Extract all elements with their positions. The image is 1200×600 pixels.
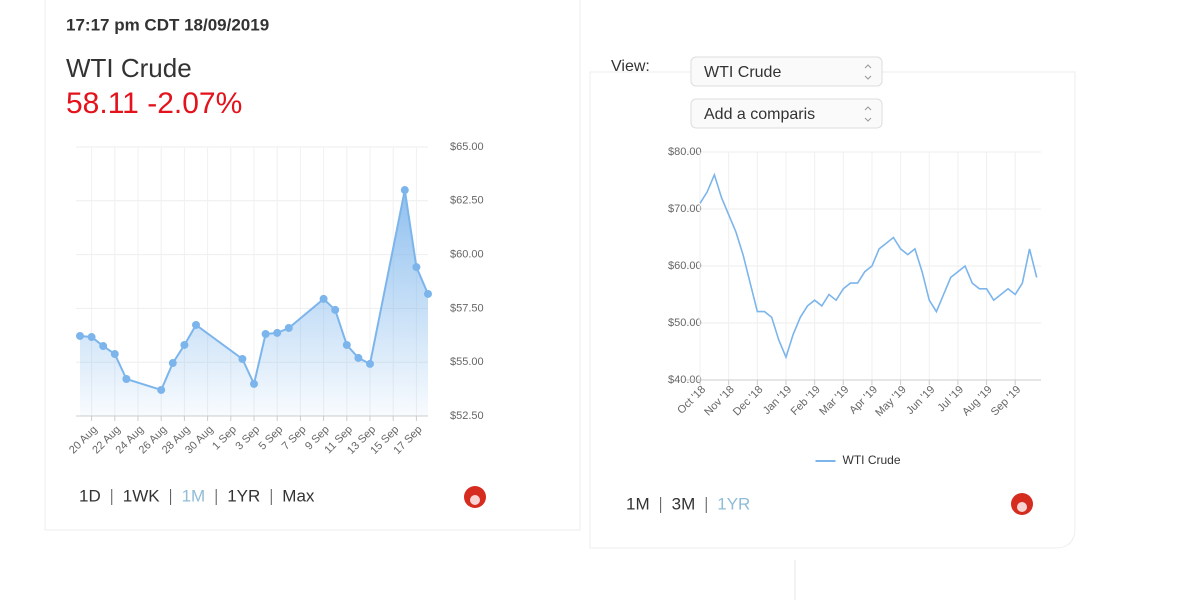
- y-tick-label: $52.50: [450, 410, 484, 422]
- compare-select[interactable]: Add a comparis: [690, 98, 883, 129]
- point: [76, 331, 84, 340]
- range-button[interactable]: 1D: [79, 486, 101, 505]
- legend-label: WTI Crude: [843, 453, 901, 467]
- area: [80, 190, 428, 416]
- point: [87, 333, 96, 342]
- point: [180, 340, 189, 349]
- change: -2.07%: [147, 87, 242, 120]
- point: [366, 359, 374, 368]
- y-tick-label: $80.00: [668, 146, 702, 158]
- point: [342, 340, 351, 349]
- logo[interactable]: [1011, 493, 1033, 515]
- point: [122, 374, 131, 383]
- point: [400, 186, 409, 195]
- y-tick-label: $60.00: [450, 249, 484, 261]
- y-tick-label: $40.00: [668, 374, 702, 386]
- range-buttons: 1D 1WK 1M 1YR Max: [79, 486, 315, 505]
- range-button[interactable]: 1M: [626, 494, 650, 513]
- line: [699, 172, 1038, 360]
- point: [99, 342, 108, 351]
- point: [331, 305, 340, 314]
- view-select[interactable]: WTI Crude: [690, 56, 883, 87]
- point: [110, 350, 119, 359]
- left-card: [44, 0, 581, 531]
- point: [192, 320, 200, 329]
- y-tick-label: $65.00: [450, 141, 484, 153]
- y-tick-label: $57.50: [450, 302, 484, 314]
- range-button[interactable]: 1YR: [717, 494, 750, 513]
- price: 58.11: [66, 87, 139, 120]
- point: [424, 289, 432, 298]
- y-tick-label: $62.50: [450, 195, 484, 207]
- range-button[interactable]: 3M: [672, 494, 696, 513]
- y-tick-label: $70.00: [668, 203, 702, 215]
- point: [238, 354, 247, 363]
- price-line: 58.11 -2.07%: [66, 87, 242, 120]
- line: [79, 189, 429, 392]
- range-buttons: 1M 3M 1YR: [626, 494, 750, 513]
- y-tick-label: $60.00: [668, 260, 702, 272]
- point: [319, 294, 328, 303]
- instrument-name: WTI Crude: [66, 53, 192, 83]
- right-card: [589, 71, 1076, 549]
- timestamp: 17:17 pm CDT 18/09/2019: [66, 15, 269, 34]
- view-label: View:: [611, 58, 650, 75]
- point: [250, 379, 258, 388]
- y-tick-label: $50.00: [668, 317, 702, 329]
- point: [168, 359, 177, 368]
- y-tick-label: $55.00: [450, 356, 484, 368]
- compare-placeholder: Add a comparis: [704, 106, 815, 123]
- range-button[interactable]: 1WK: [123, 486, 161, 505]
- point: [157, 385, 166, 394]
- logo[interactable]: [464, 486, 486, 508]
- point: [412, 263, 421, 272]
- point: [284, 323, 293, 332]
- range-button[interactable]: 1YR: [227, 486, 260, 505]
- range-button[interactable]: Max: [282, 486, 315, 505]
- point: [354, 353, 363, 362]
- select-text: WTI Crude: [704, 64, 781, 81]
- point: [261, 330, 270, 339]
- range-button[interactable]: 1M: [182, 486, 206, 505]
- point: [273, 328, 282, 337]
